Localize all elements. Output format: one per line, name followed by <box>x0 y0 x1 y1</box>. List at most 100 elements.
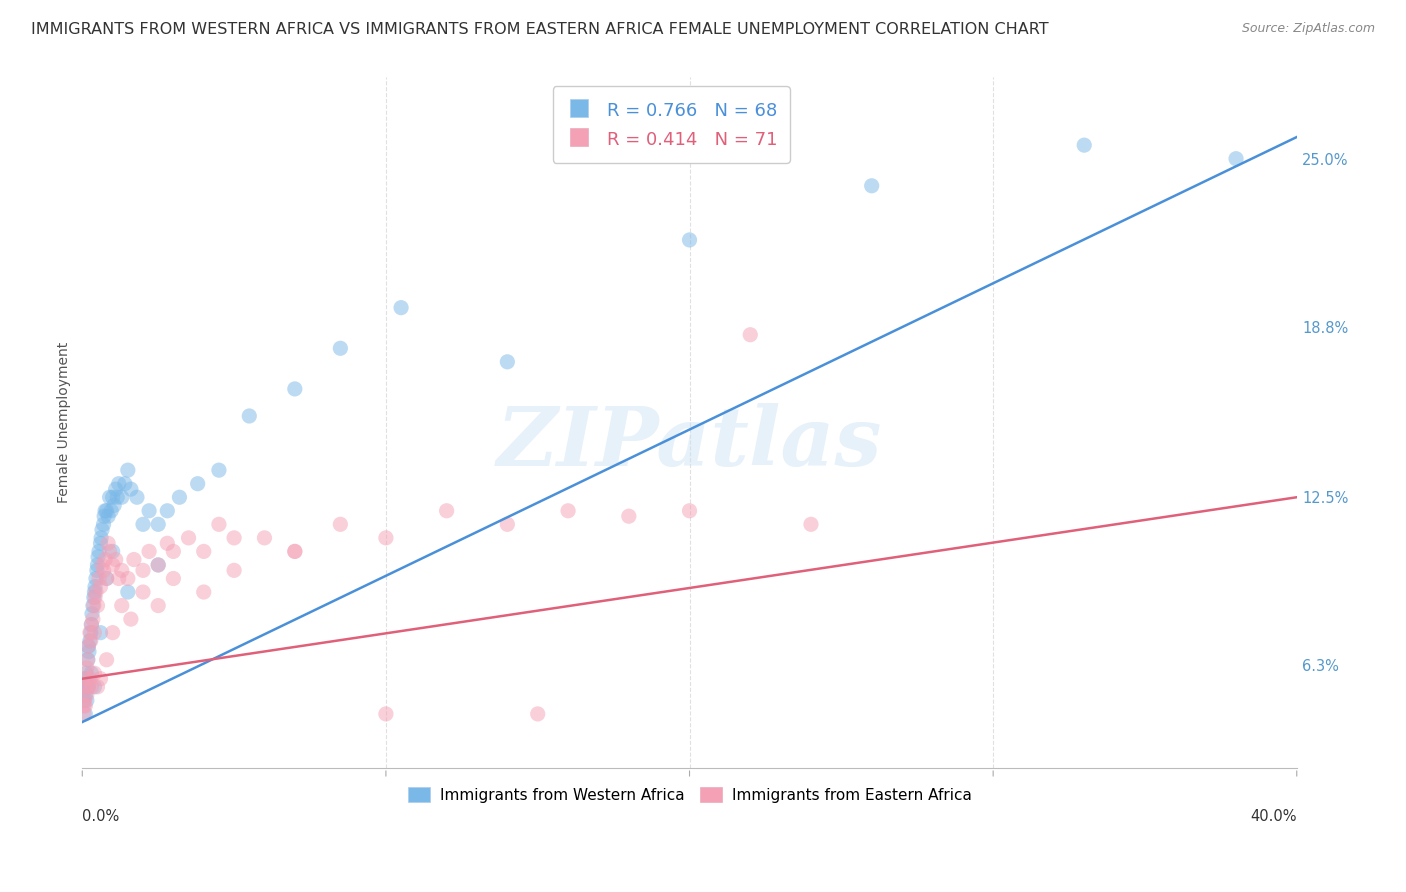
Point <box>148 599 170 613</box>
Point <box>193 585 215 599</box>
Point <box>73 680 96 694</box>
Point <box>77 680 100 694</box>
Point <box>87 549 110 564</box>
Point <box>82 599 104 613</box>
Point <box>76 653 98 667</box>
Point <box>80 607 103 621</box>
Point <box>122 552 145 566</box>
Point <box>105 490 128 504</box>
Point <box>284 544 307 558</box>
Point <box>96 572 118 586</box>
Point <box>1073 138 1095 153</box>
Point <box>177 531 200 545</box>
Point <box>83 666 105 681</box>
Point <box>79 625 101 640</box>
Point <box>77 645 100 659</box>
Point <box>496 355 519 369</box>
Point <box>111 563 134 577</box>
Point <box>93 517 115 532</box>
Point <box>224 531 246 545</box>
Point <box>162 544 184 558</box>
Point <box>374 706 396 721</box>
Point <box>101 544 124 558</box>
Point <box>374 531 396 545</box>
Point <box>86 680 108 694</box>
Point <box>83 591 105 605</box>
Text: Source: ZipAtlas.com: Source: ZipAtlas.com <box>1241 22 1375 36</box>
Point <box>83 585 105 599</box>
Text: 0.0%: 0.0% <box>83 809 120 823</box>
Point <box>96 653 118 667</box>
Point <box>253 531 276 545</box>
Point <box>75 698 97 713</box>
Point <box>120 612 142 626</box>
Point <box>284 544 307 558</box>
Point <box>97 536 120 550</box>
Point <box>156 504 179 518</box>
Point <box>91 523 114 537</box>
Point <box>84 591 107 605</box>
Point <box>94 552 117 566</box>
Point <box>80 633 103 648</box>
Point <box>83 625 105 640</box>
Point <box>107 476 129 491</box>
Point <box>87 544 110 558</box>
Point <box>132 517 155 532</box>
Point <box>101 625 124 640</box>
Point <box>76 693 98 707</box>
Point <box>79 633 101 648</box>
Point <box>73 693 96 707</box>
Point <box>80 680 103 694</box>
Point <box>98 544 121 558</box>
Point <box>104 552 127 566</box>
Text: IMMIGRANTS FROM WESTERN AFRICA VS IMMIGRANTS FROM EASTERN AFRICA FEMALE UNEMPLOY: IMMIGRANTS FROM WESTERN AFRICA VS IMMIGR… <box>31 22 1049 37</box>
Point <box>80 617 103 632</box>
Point <box>740 327 762 342</box>
Point <box>111 599 134 613</box>
Point <box>101 558 124 572</box>
Point <box>91 558 114 572</box>
Point <box>76 680 98 694</box>
Point <box>120 482 142 496</box>
Point <box>860 178 883 193</box>
Point <box>84 572 107 586</box>
Point <box>148 517 170 532</box>
Point <box>138 504 160 518</box>
Point <box>111 490 134 504</box>
Point <box>208 517 231 532</box>
Point <box>148 558 170 572</box>
Point <box>89 580 111 594</box>
Point <box>162 572 184 586</box>
Point <box>224 563 246 577</box>
Point <box>193 544 215 558</box>
Point <box>75 688 97 702</box>
Point <box>208 463 231 477</box>
Point <box>117 572 139 586</box>
Point <box>96 572 118 586</box>
Point <box>138 544 160 558</box>
Point <box>678 233 700 247</box>
Point <box>89 536 111 550</box>
Point <box>284 382 307 396</box>
Legend: Immigrants from Western Africa, Immigrants from Eastern Africa: Immigrants from Western Africa, Immigran… <box>402 780 977 809</box>
Point <box>97 509 120 524</box>
Point <box>114 476 136 491</box>
Point <box>73 693 96 707</box>
Point <box>117 585 139 599</box>
Point <box>77 639 100 653</box>
Point <box>617 509 640 524</box>
Y-axis label: Female Unemployment: Female Unemployment <box>58 343 72 503</box>
Point <box>98 490 121 504</box>
Point <box>117 463 139 477</box>
Point <box>1225 152 1247 166</box>
Point <box>77 680 100 694</box>
Point <box>148 558 170 572</box>
Text: ZIPatlas: ZIPatlas <box>496 403 883 483</box>
Point <box>83 599 105 613</box>
Point <box>75 666 97 681</box>
Point <box>83 680 105 694</box>
Point <box>77 639 100 653</box>
Point <box>89 672 111 686</box>
Point <box>800 517 823 532</box>
Point <box>75 680 97 694</box>
